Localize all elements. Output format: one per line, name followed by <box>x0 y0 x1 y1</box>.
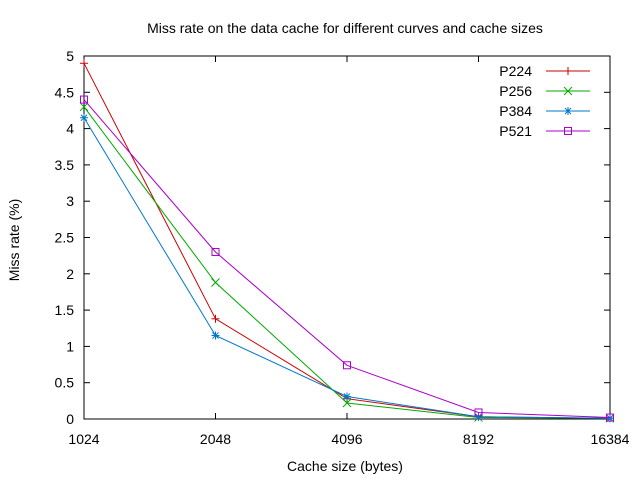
legend-marker-p384 <box>564 107 572 115</box>
legend-marker-p224 <box>564 67 572 75</box>
y-tick-label: 4 <box>66 121 74 137</box>
x-tick-label: 2048 <box>200 431 231 447</box>
y-tick-label: 4.5 <box>55 84 75 100</box>
series-line-p384 <box>83 117 611 419</box>
legend-label-p521: P521 <box>499 123 532 139</box>
y-tick-label: 0.5 <box>55 375 75 391</box>
series-layer <box>79 59 615 423</box>
data-point-p521 <box>80 95 88 104</box>
y-tick-label: 2.5 <box>55 230 75 246</box>
y-tick-label: 1.5 <box>55 302 75 318</box>
x-tick-label: 4096 <box>331 431 362 447</box>
legend-label-p384: P384 <box>499 103 532 119</box>
y-tick-label: 1 <box>66 338 74 354</box>
data-point-p384 <box>80 113 88 122</box>
data-point-p384 <box>474 412 483 421</box>
y-tick-label: 2 <box>66 266 74 282</box>
y-tick-label: 5 <box>66 48 74 64</box>
legend-marker-p521 <box>564 127 572 135</box>
data-point-p521 <box>211 248 220 257</box>
series-line-p256 <box>83 106 611 419</box>
legend-label-p256: P256 <box>499 83 532 99</box>
x-tick-label: 8192 <box>463 431 494 447</box>
x-tick-label: 1024 <box>68 431 99 447</box>
legend: P224 P256 P384 P521 <box>499 63 590 139</box>
data-point-p256 <box>342 398 352 408</box>
chart-title: Miss rate on the data cache for differen… <box>147 20 543 36</box>
data-point-p384 <box>211 331 220 340</box>
data-point-p224 <box>211 314 220 323</box>
y-axis-title: Miss rate (%) <box>6 199 22 281</box>
data-point-p384 <box>343 392 351 401</box>
y-tick-label: 0 <box>66 411 74 427</box>
y-tick-label: 3.5 <box>55 157 75 173</box>
data-point-p521 <box>343 361 351 370</box>
data-point-p521 <box>474 408 483 417</box>
series-line-p521 <box>83 99 611 418</box>
data-point-p521 <box>606 413 614 422</box>
legend-marker-p256 <box>563 86 573 96</box>
data-point-p224 <box>80 59 88 68</box>
data-point-p256 <box>79 102 89 112</box>
x-tick-label: 16384 <box>591 431 630 447</box>
y-tick-label: 3 <box>66 193 74 209</box>
x-axis-title: Cache size (bytes) <box>287 458 403 474</box>
data-point-p256 <box>211 278 220 287</box>
axis-ticks: 0 0.5 1 1.5 2 2.5 3 3.5 4 4.5 5 1024 2048 4096 8192 163… <box>55 48 630 447</box>
legend-label-p224: P224 <box>499 63 532 79</box>
